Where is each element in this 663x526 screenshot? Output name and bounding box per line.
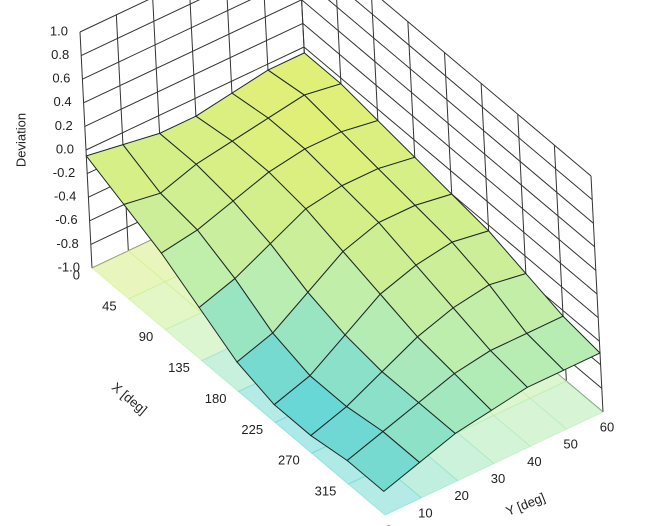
z-tick-label: 0.6 [52,71,70,86]
z-tick-label: -0.6 [55,212,77,227]
grid-line [79,31,93,269]
z-tick-label: -1.0 [58,259,80,274]
y-tick-label: 30 [491,471,505,486]
x-axis-title: X [deg] [109,379,150,417]
y-tick-label: 20 [454,488,468,503]
surface-cell [346,430,421,493]
z-tick-label: 1.0 [50,23,68,38]
z-tick-label: 0.2 [55,118,73,133]
y-tick-label: 0 [385,522,392,526]
z-tick-label: -0.2 [53,165,75,180]
z-axis-title: Deviation [13,113,28,167]
y-tick-label: 10 [418,505,432,520]
y-tick-label: 50 [563,437,577,452]
y-tick-label: 60 [600,419,614,434]
x-tick-label: 90 [139,329,153,344]
y-tick-label: 40 [527,454,541,469]
x-tick-label: 315 [315,484,337,499]
grid-line [115,14,129,251]
z-tick-label: -0.8 [56,236,78,251]
z-tick-label: -0.4 [54,189,76,204]
grid-line [590,175,604,413]
y-axis-title: Y [deg] [504,490,548,519]
x-tick-label: 45 [102,298,116,313]
z-tick-label: 0.4 [54,94,72,109]
x-tick-label: 135 [168,360,190,375]
x-tick-label: 270 [278,453,300,468]
x-tick-label: 180 [205,391,227,406]
z-tick-label: 0.8 [51,47,69,62]
x-tick-label: 225 [241,422,263,437]
x-tick-label: 0 [73,267,80,282]
z-tick-label: 0.0 [56,141,74,156]
